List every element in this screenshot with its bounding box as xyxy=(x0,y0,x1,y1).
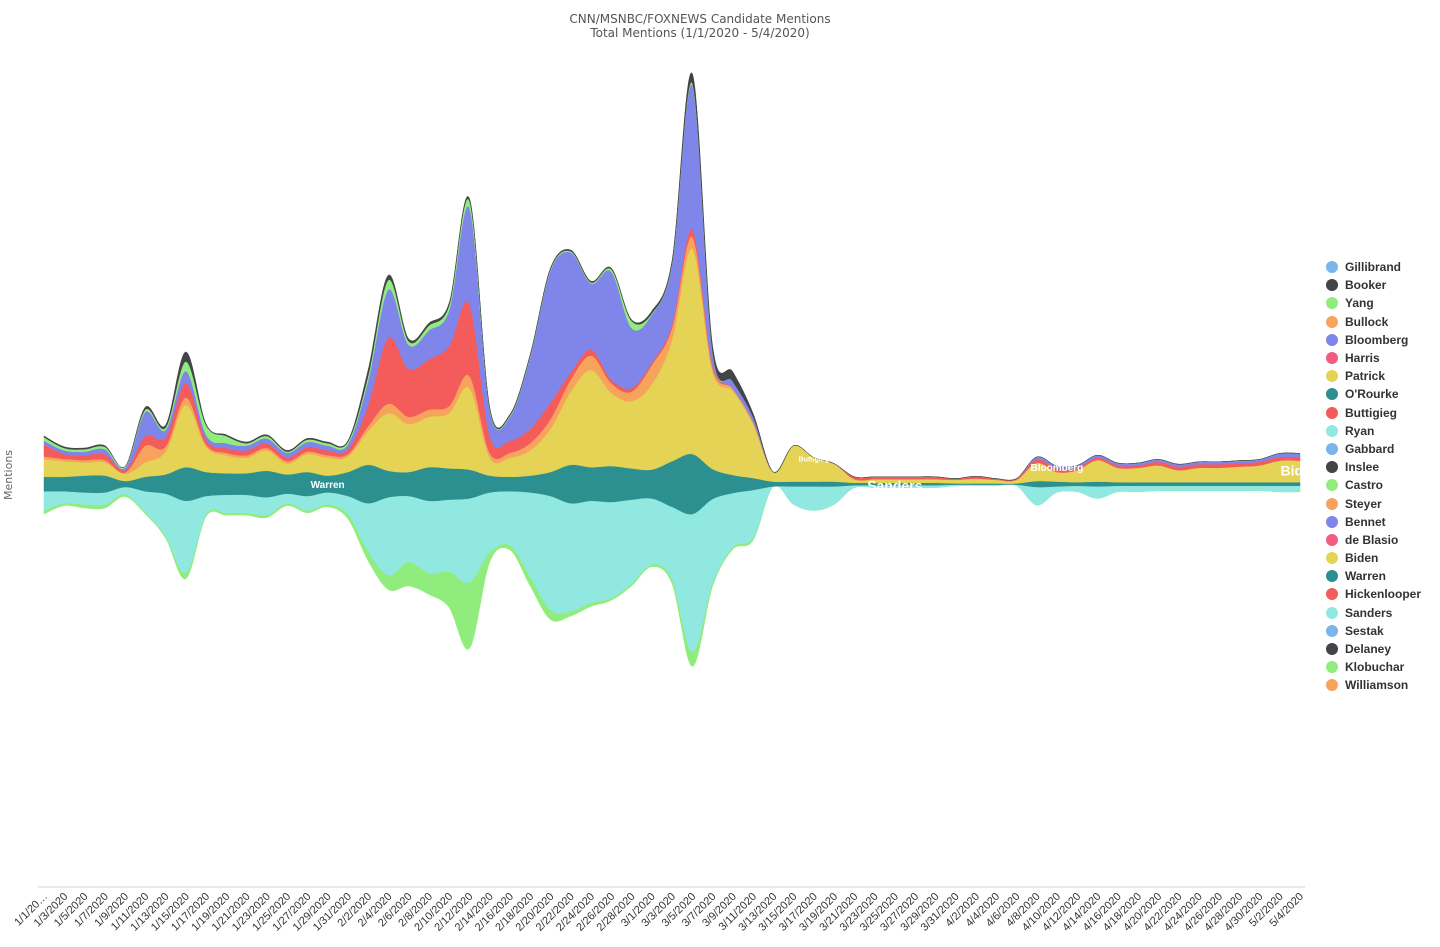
legend-item-steyer[interactable]: Steyer xyxy=(1326,494,1421,512)
legend-label: Patrick xyxy=(1345,369,1386,384)
legend-marker xyxy=(1326,679,1338,692)
legend-label: Warren xyxy=(1345,569,1386,584)
legend-item-sestak[interactable]: Sestak xyxy=(1326,622,1421,640)
legend-label: Gillibrand xyxy=(1345,260,1402,275)
legend-item-biden[interactable]: Biden xyxy=(1326,549,1421,567)
legend-item-warren[interactable]: Warren xyxy=(1326,567,1421,585)
legend-marker xyxy=(1326,442,1338,455)
legend-label: Hickenlooper xyxy=(1345,587,1422,602)
legend-item-delaney[interactable]: Delaney xyxy=(1326,640,1421,658)
legend-item-patrick[interactable]: Patrick xyxy=(1326,367,1421,385)
legend-marker xyxy=(1326,533,1338,546)
legend-marker xyxy=(1326,570,1338,583)
chart-subtitle: Total Mentions (1/1/2020 - 5/4/2020) xyxy=(590,26,810,40)
legend-item-williamson[interactable]: Williamson xyxy=(1326,676,1421,694)
legend-marker xyxy=(1326,279,1338,292)
chart-title: CNN/MSNBC/FOXNEWS Candidate Mentions xyxy=(569,12,831,26)
legend-item-sanders[interactable]: Sanders xyxy=(1326,604,1421,622)
legend-label: Castro xyxy=(1345,478,1384,493)
legend-marker xyxy=(1326,370,1338,383)
legend-item-yang[interactable]: Yang xyxy=(1326,294,1421,312)
legend-label: Bullock xyxy=(1345,314,1389,329)
annotation-bloomberg: Bloomberg xyxy=(1031,463,1084,474)
legend-item-harris[interactable]: Harris xyxy=(1326,349,1421,367)
legend-item-bullock[interactable]: Bullock xyxy=(1326,313,1421,331)
legend-label: Yang xyxy=(1345,296,1374,311)
legend-marker xyxy=(1326,479,1338,492)
legend-marker xyxy=(1326,424,1338,437)
legend-marker xyxy=(1326,297,1338,310)
legend-label: O'Rourke xyxy=(1345,387,1399,402)
legend-item-hickenlooper[interactable]: Hickenlooper xyxy=(1326,585,1421,603)
legend-item-ryan[interactable]: Ryan xyxy=(1326,422,1421,440)
legend-label: Gabbard xyxy=(1345,441,1395,456)
legend-label: Klobuchar xyxy=(1345,660,1405,675)
legend-marker xyxy=(1326,352,1338,365)
x-axis-ticks: 1/1/20…1/3/20201/5/20201/7/20201/9/20201… xyxy=(12,891,1306,934)
legend-marker xyxy=(1326,261,1338,274)
legend-marker xyxy=(1326,552,1338,565)
legend-label: Sestak xyxy=(1345,623,1384,638)
legend-marker xyxy=(1326,588,1338,601)
legend-label: Williamson xyxy=(1345,678,1409,693)
annotation-sanders: Sanders xyxy=(867,477,922,493)
legend-label: Harris xyxy=(1345,351,1380,366)
legend-marker xyxy=(1326,624,1338,637)
legend-marker xyxy=(1326,661,1338,674)
series-annotations: Warren Buttigieg Bloomberg Biden Sanders xyxy=(311,457,1320,494)
legend-item-booker[interactable]: Booker xyxy=(1326,276,1421,294)
legend-marker xyxy=(1326,461,1338,474)
legend-marker xyxy=(1326,388,1338,401)
legend-label: Buttigieg xyxy=(1345,405,1397,420)
annotation-warren: Warren xyxy=(311,480,345,491)
legend-marker xyxy=(1326,606,1338,619)
legend-label: Bennet xyxy=(1345,514,1386,529)
legend-label: Booker xyxy=(1345,278,1387,293)
area-sanders[interactable] xyxy=(43,484,1301,653)
legend-label: Steyer xyxy=(1345,496,1382,511)
legend-item-deblasio[interactable]: de Blasio xyxy=(1326,531,1421,549)
legend-label: Inslee xyxy=(1345,460,1380,475)
legend-label: Sanders xyxy=(1345,605,1393,620)
legend-item-klobuchar[interactable]: Klobuchar xyxy=(1326,658,1421,676)
legend-item-bennet[interactable]: Bennet xyxy=(1326,513,1421,531)
legend-item-gabbard[interactable]: Gabbard xyxy=(1326,440,1421,458)
legend-marker xyxy=(1326,497,1338,510)
legend-marker xyxy=(1326,333,1338,346)
legend-marker xyxy=(1326,406,1338,419)
legend-item-buttigieg[interactable]: Buttigieg xyxy=(1326,404,1421,422)
annotation-buttigieg: Buttigieg xyxy=(799,457,829,464)
legend-item-inslee[interactable]: Inslee xyxy=(1326,458,1421,476)
legend-label: de Blasio xyxy=(1345,532,1399,547)
legend: Gillibrand Booker Yang Bullock Bloomberg Harr… xyxy=(1326,258,1421,695)
legend-label: Biden xyxy=(1345,551,1379,566)
legend-marker xyxy=(1326,315,1338,328)
legend-label: Delaney xyxy=(1345,642,1392,657)
series-areas xyxy=(43,72,1301,667)
legend-label: Bloomberg xyxy=(1345,332,1409,347)
legend-item-castro[interactable]: Castro xyxy=(1326,476,1421,494)
legend-item-gillibrand[interactable]: Gillibrand xyxy=(1326,258,1421,276)
legend-item-orourke[interactable]: O'Rourke xyxy=(1326,385,1421,403)
legend-marker xyxy=(1326,643,1338,656)
legend-item-bloomberg[interactable]: Bloomberg xyxy=(1326,331,1421,349)
legend-label: Ryan xyxy=(1345,423,1375,438)
legend-marker xyxy=(1326,515,1338,528)
annotation-biden: Biden xyxy=(1281,462,1320,478)
